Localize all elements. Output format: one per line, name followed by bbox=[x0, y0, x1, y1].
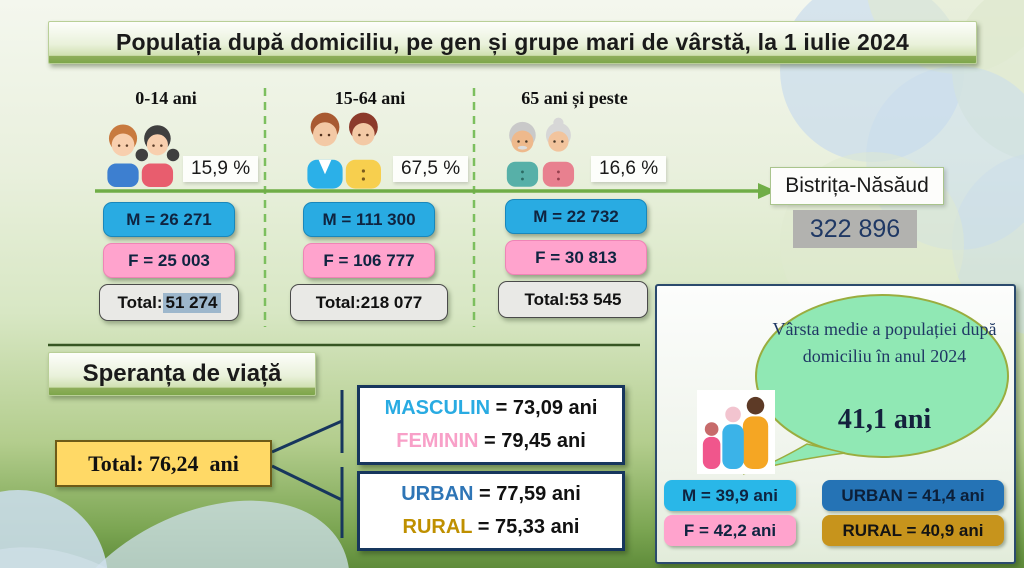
total-count-15-64: Total: 218 077 bbox=[290, 284, 448, 321]
female-count-15-64: F = 106 777 bbox=[303, 243, 435, 278]
male-count-65plus: M = 22 732 bbox=[505, 199, 647, 234]
female-count-0-14: F = 25 003 bbox=[103, 243, 235, 278]
page-title: Populația după domiciliu, pe gen și grup… bbox=[115, 29, 909, 55]
total-value: 218 077 bbox=[360, 292, 423, 312]
masculin-value: = 73,09 ani bbox=[490, 397, 598, 419]
masculin-row: MASCULIN = 73,09 ani bbox=[385, 392, 598, 425]
petal-pattern-bottom-left bbox=[0, 490, 350, 568]
total-label: Total: bbox=[315, 292, 361, 312]
feminin-label: FEMININ bbox=[396, 430, 479, 452]
total-value-highlighted: 51 274 bbox=[162, 292, 221, 313]
adults-couple-icon bbox=[301, 106, 389, 197]
total-count-65plus: Total: 53 545 bbox=[498, 281, 648, 318]
percent-65plus: 16,6 % bbox=[591, 156, 667, 182]
average-age-female-box: F = 42,2 ani bbox=[664, 515, 796, 546]
age-group-header-15-64: 15-64 ani bbox=[334, 88, 406, 108]
feminin-row: FEMININ = 79,45 ani bbox=[396, 425, 586, 458]
average-age-male-box: M = 39,9 ani bbox=[664, 480, 796, 511]
feminin-value: = 79,45 ani bbox=[478, 430, 586, 452]
life-expectancy-total-box: Total: 76,24 ani bbox=[55, 440, 272, 487]
rural-label: RURAL bbox=[402, 516, 473, 538]
title-bar: Populația după domiciliu, pe gen și grup… bbox=[48, 21, 977, 64]
total-value: 53 545 bbox=[569, 289, 622, 309]
percent-0-14: 15,9 % bbox=[183, 156, 259, 182]
masculin-label: MASCULIN bbox=[384, 397, 491, 419]
county-arrow bbox=[95, 183, 776, 199]
urban-value: = 77,59 ani bbox=[473, 483, 581, 505]
urban-row: URBAN = 77,59 ani bbox=[401, 478, 581, 511]
total-count-0-14: Total: 51 274 bbox=[99, 284, 239, 321]
percent-15-64: 67,5 % bbox=[393, 156, 469, 182]
female-count-65plus: F = 30 813 bbox=[505, 240, 647, 275]
life-expectancy-gender-box: MASCULIN = 73,09 ani FEMININ = 79,45 ani bbox=[357, 385, 625, 465]
average-age-caption: Vârsta medie a populației după domiciliu… bbox=[772, 319, 997, 366]
county-population: 322 896 bbox=[809, 214, 901, 243]
urban-label: URBAN bbox=[401, 483, 474, 505]
rural-value: = 75,33 ani bbox=[472, 516, 580, 538]
average-age-value: 41,1 ani bbox=[837, 404, 932, 435]
age-group-header-65plus: 65 ani și peste bbox=[521, 88, 628, 108]
life-expectancy-header: Speranța de viață bbox=[48, 352, 316, 396]
county-name-box: Bistrița-Năsăud bbox=[770, 167, 944, 205]
county-name: Bistrița-Năsăud bbox=[785, 174, 929, 197]
average-age-rural-box: RURAL = 40,9 ani bbox=[822, 515, 1004, 546]
family-icon bbox=[697, 390, 775, 474]
rural-row: RURAL = 75,33 ani bbox=[403, 511, 580, 544]
age-group-header-0-14: 0-14 ani bbox=[135, 88, 197, 108]
county-population-box: 322 896 bbox=[793, 210, 917, 248]
average-age-urban-box: URBAN = 41,4 ani bbox=[822, 480, 1004, 511]
life-expectancy-title: Speranța de viață bbox=[82, 360, 282, 387]
male-count-15-64: M = 111 300 bbox=[303, 202, 435, 237]
fork-connectors bbox=[271, 390, 344, 538]
male-count-0-14: M = 26 271 bbox=[103, 202, 235, 237]
children-couple-icon bbox=[98, 114, 184, 197]
elderly-couple-icon bbox=[499, 112, 585, 197]
average-age-panel: Vârsta medie a populației după domiciliu… bbox=[655, 284, 1016, 564]
life-expectancy-area-box: URBAN = 77,59 ani RURAL = 75,33 ani bbox=[357, 471, 625, 551]
total-label: Total: bbox=[524, 289, 570, 309]
total-label: Total: bbox=[117, 292, 163, 312]
